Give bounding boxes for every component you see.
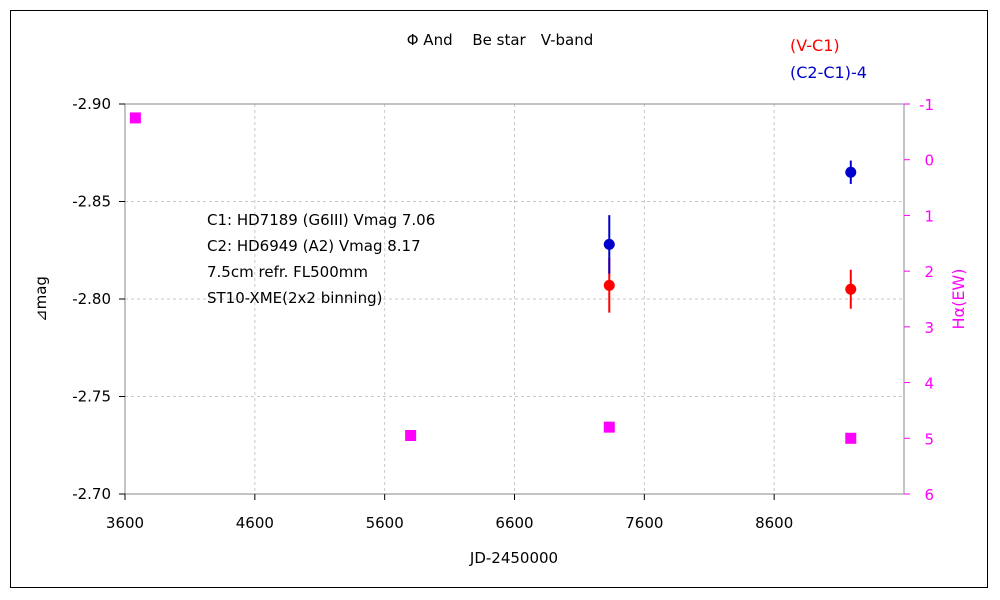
y2-tick-label: 5: [924, 430, 934, 448]
annotation-block: C1: HD7189 (G6III) Vmag 7.06 C2: HD6949 …: [207, 211, 435, 307]
x-axis: 3600 4600 5600 6600 7600 8600: [106, 494, 793, 532]
y-tick-label: -2.75: [72, 388, 111, 406]
halpha-point: [405, 430, 417, 441]
y2-tick-label: 6: [924, 486, 934, 504]
x-tick-label: 7600: [625, 514, 663, 532]
y-axis-left: -2.90 -2.85 -2.80 -2.75 -2.70: [72, 95, 125, 503]
legend-c2-c1: (C2-C1)-4: [790, 63, 867, 82]
y-tick-label: -2.85: [72, 193, 111, 211]
x-tick-label: 5600: [366, 514, 404, 532]
y2-tick-label: 3: [924, 319, 934, 337]
x-tick-label: 6600: [495, 514, 533, 532]
y-tick-label: -2.80: [72, 290, 111, 308]
y2-tick-label: 4: [924, 375, 934, 393]
x-axis-label: JD-2450000: [469, 549, 558, 567]
y-tick-label: -2.70: [72, 485, 111, 503]
grid-lines: [125, 104, 904, 494]
y2-tick-label: 2: [924, 263, 934, 281]
v-c1-point: [603, 279, 615, 291]
halpha-point: [129, 112, 141, 124]
y2-tick-label: 0: [924, 152, 934, 170]
data-marks: [129, 112, 857, 444]
c2-c1-point: [603, 238, 615, 250]
x-tick-label: 4600: [236, 514, 274, 532]
y-tick-label: -2.90: [72, 95, 111, 113]
y-axis-right: -1 0 1 2 3 4 5 6: [904, 96, 934, 504]
c2-c1-point: [845, 166, 857, 178]
annotation-c1: C1: HD7189 (G6III) Vmag 7.06: [207, 211, 435, 229]
x-tick-label: 8600: [755, 514, 793, 532]
chart-title: Φ And Be star V-band: [407, 31, 594, 49]
halpha-point: [845, 432, 857, 444]
annotation-c2: C2: HD6949 (A2) Vmag 8.17: [207, 237, 421, 255]
y2-axis-label: Hα(EW): [949, 269, 968, 330]
legend-v-c1: (V-C1): [790, 36, 840, 55]
chart-frame: [10, 10, 988, 588]
x-tick-label: 3600: [106, 514, 144, 532]
y2-tick-label: 1: [924, 207, 934, 225]
y-axis-label: ⊿mag: [32, 276, 50, 322]
halpha-point: [603, 421, 615, 433]
annotation-camera: ST10-XME(2x2 binning): [207, 289, 382, 307]
v-c1-point: [845, 283, 857, 295]
annotation-telescope: 7.5cm refr. FL500mm: [207, 263, 368, 281]
y2-tick-label: -1: [919, 96, 934, 114]
